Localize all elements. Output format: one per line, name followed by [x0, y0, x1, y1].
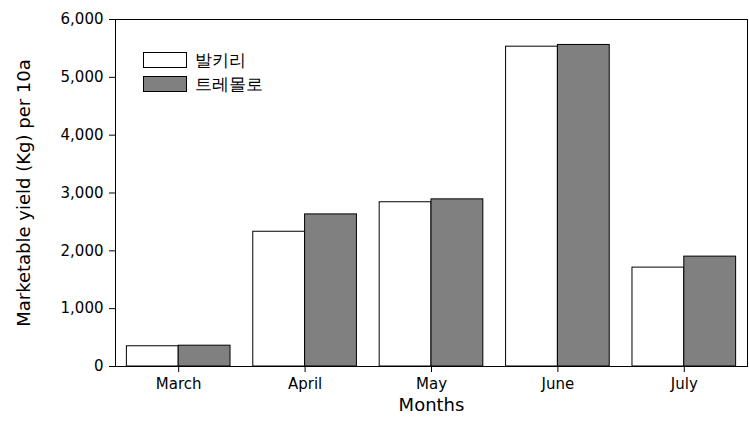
- svg-text:Months: Months: [399, 394, 465, 415]
- svg-text:6,000: 6,000: [61, 10, 104, 28]
- svg-text:1,000: 1,000: [61, 299, 104, 317]
- svg-text:0: 0: [94, 357, 104, 375]
- svg-text:4,000: 4,000: [61, 126, 104, 144]
- svg-text:May: May: [416, 375, 447, 393]
- svg-text:June: June: [541, 375, 575, 393]
- svg-text:July: July: [670, 375, 698, 393]
- html-text:발키리: 발키리: [195, 49, 246, 70]
- svg-text:2,000: 2,000: [61, 242, 104, 260]
- html-text:트레몰로: 트레몰로: [195, 73, 263, 94]
- svg-text:3,000: 3,000: [61, 184, 104, 202]
- svg-text:March: March: [156, 375, 202, 393]
- svg-text:April: April: [288, 375, 322, 393]
- svg-text:Marketable yield (Kg) per 10a: Marketable yield (Kg) per 10a: [13, 59, 34, 327]
- svg-text:5,000: 5,000: [61, 68, 104, 86]
